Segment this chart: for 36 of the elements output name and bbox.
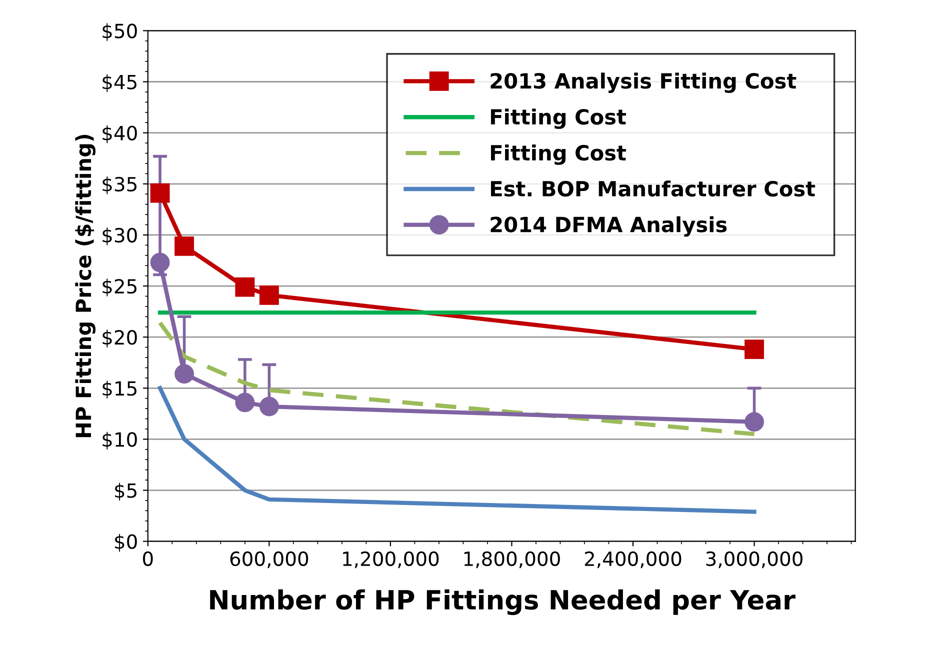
x-tick-label: 1,200,000 [343, 551, 439, 568]
x-axis-title: Number of HP Fittings Needed per Year [210, 589, 796, 616]
point [150, 252, 170, 272]
y-tick-label: $30 [102, 228, 137, 246]
point [259, 396, 279, 416]
y-tick-label: $10 [102, 432, 137, 450]
x-tick-label: 600,000 [230, 551, 308, 568]
y-tick-label: $40 [102, 125, 137, 144]
point [744, 412, 764, 432]
line-series [158, 386, 756, 514]
legend-label: Est. BOP Manufacturer Cost [491, 180, 816, 197]
x-tick-label: 3,000,000 [706, 551, 802, 568]
y-tick-label: $50 [102, 23, 137, 41]
x-tick-label: 1,800,000 [464, 551, 560, 568]
y-tick-label: $20 [102, 330, 137, 348]
point [235, 277, 255, 297]
y-tick-label: $25 [102, 278, 136, 296]
y-tick-label: $0 [115, 534, 137, 552]
y-tick-label: $5 [115, 482, 136, 501]
legend-label: 2014 DFMA Analysis [490, 216, 727, 237]
legend-label: Fitting Cost [491, 108, 626, 129]
y-tick-label: $15 [102, 380, 136, 398]
y-tick-label: $35 [102, 176, 136, 194]
x-tick-label: 2,400,000 [584, 551, 682, 568]
y-tick-label: $45 [102, 74, 136, 92]
legend-label: Fitting Cost [491, 144, 626, 165]
y-axis-title: HP Fitting Price ($/fitting) [75, 134, 96, 438]
point [174, 236, 194, 256]
line-series [158, 320, 756, 436]
point [259, 285, 279, 305]
legend-label: 2013 Analysis Fitting Cost [490, 72, 796, 93]
point [235, 392, 255, 412]
point [744, 340, 764, 360]
point [174, 364, 194, 384]
point [150, 183, 170, 203]
x-tick-label: 0 [142, 551, 153, 566]
